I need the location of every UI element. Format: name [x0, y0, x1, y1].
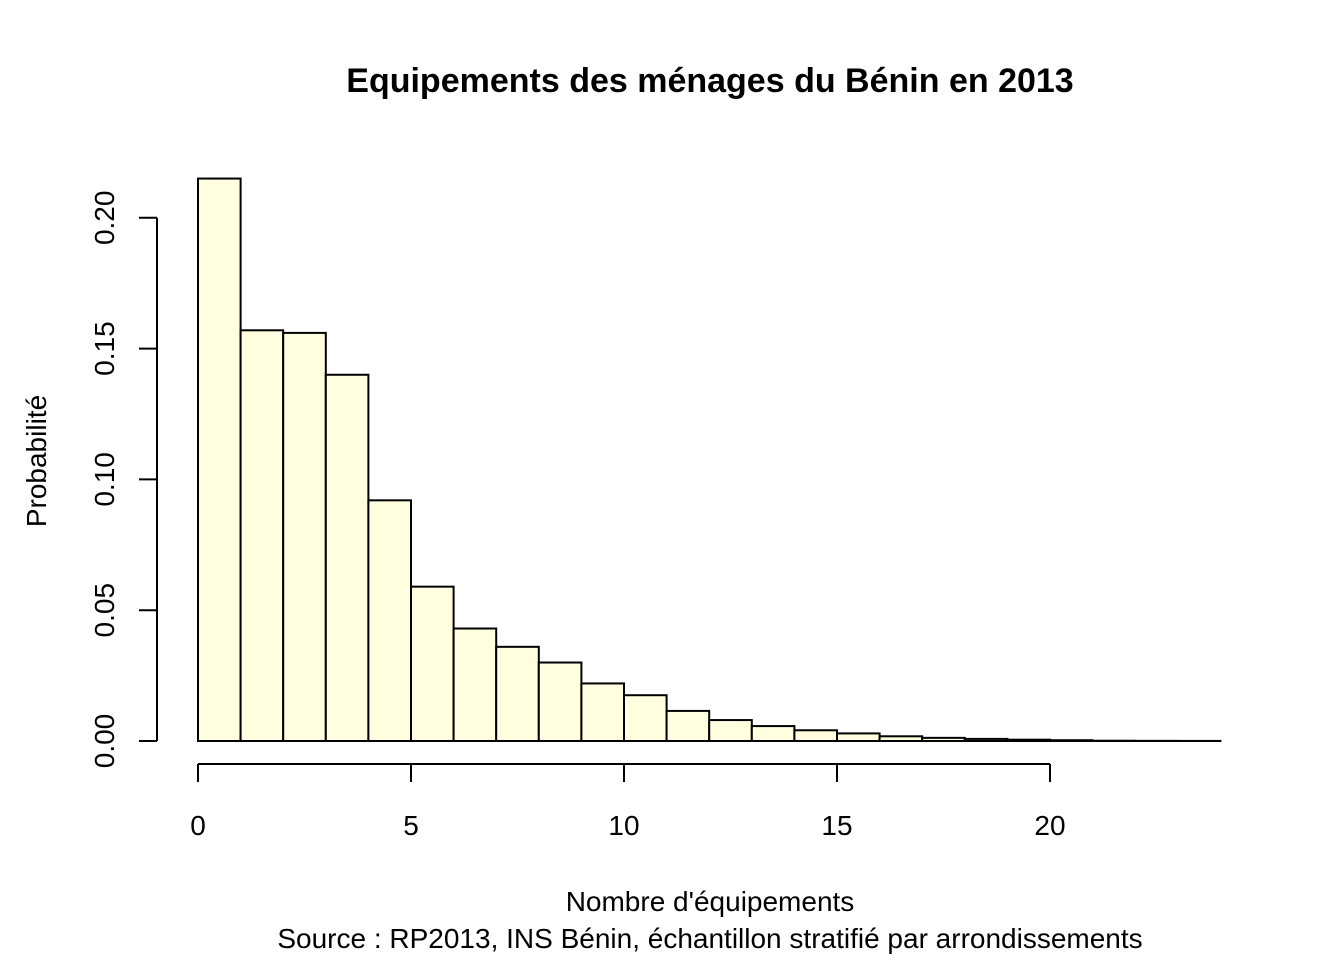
- histogram-bar-12: [708, 719, 753, 743]
- histogram-bar-11: [665, 709, 711, 743]
- x-tick-label: 20: [1034, 810, 1065, 841]
- histogram-bar-1: [239, 329, 285, 742]
- histogram-bar-3: [324, 373, 370, 742]
- histogram-bar-0: [197, 177, 242, 742]
- y-axis-label: Probabilité: [21, 395, 52, 527]
- histogram-bar-6: [452, 627, 498, 743]
- x-axis-label: Nombre d'équipements: [566, 886, 855, 917]
- x-tick-label: 0: [190, 810, 206, 841]
- histogram-bar-15: [836, 732, 881, 742]
- bars-group: [197, 177, 1222, 743]
- x-tick-label: 5: [403, 810, 419, 841]
- histogram-bar-8: [537, 661, 583, 743]
- x-tick-label: 15: [821, 810, 852, 841]
- y-tick-label: 0.10: [89, 452, 120, 507]
- histogram-bar-10: [623, 694, 668, 742]
- histogram-bar-13: [750, 725, 796, 743]
- source-note: Source : RP2013, INS Bénin, échantillon …: [277, 923, 1142, 954]
- histogram-bar-2: [282, 331, 327, 742]
- y-tick-label: 0.05: [89, 583, 120, 638]
- histogram-bar-14: [793, 729, 839, 743]
- y-tick-label: 0.00: [89, 714, 120, 769]
- histogram-bar-5: [410, 585, 455, 742]
- histogram-bar-4: [367, 499, 412, 742]
- x-tick-label: 10: [608, 810, 639, 841]
- y-tick-label: 0.15: [89, 321, 120, 376]
- y-axis: 0.00 0.05 0.10 0.15 0.20: [89, 191, 158, 769]
- histogram-bar-7: [495, 645, 540, 742]
- chart-title: Equipements des ménages du Bénin en 2013: [346, 62, 1073, 100]
- x-axis: 0 5 10 15 20: [190, 763, 1066, 841]
- histogram-bar-9: [580, 682, 626, 742]
- y-tick-label: 0.20: [89, 191, 120, 246]
